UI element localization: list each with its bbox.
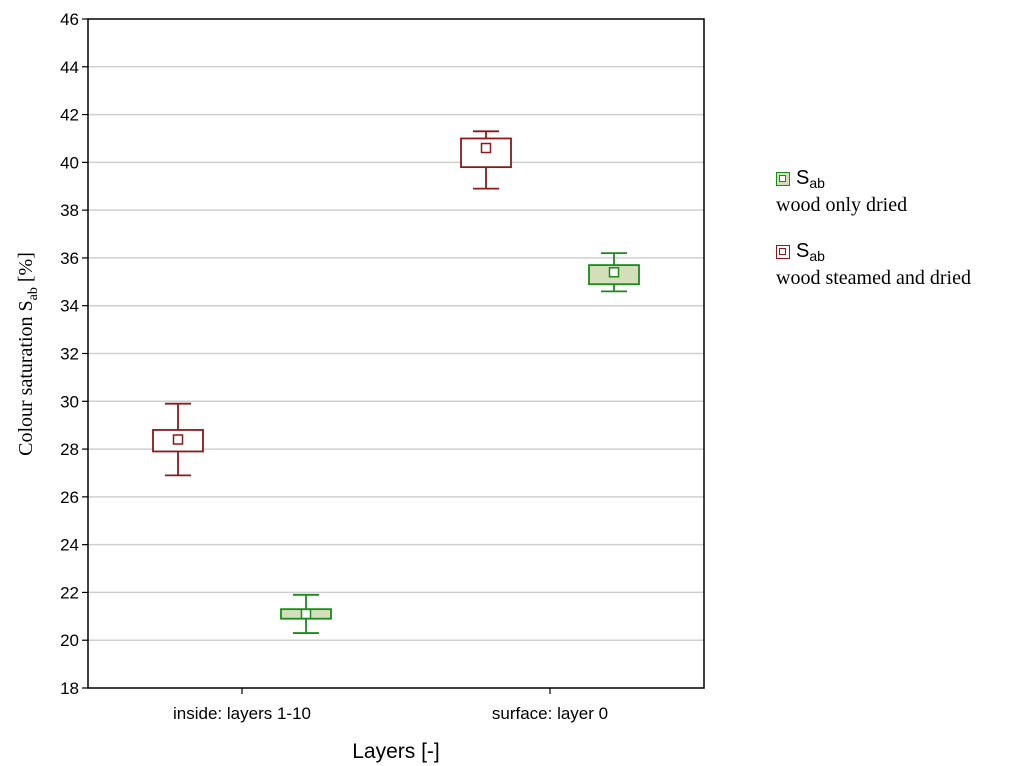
x-axis-title: Layers [-] xyxy=(352,740,440,763)
legend-symbol: Sab xyxy=(796,240,825,264)
y-tick-label: 44 xyxy=(60,58,79,77)
x-tick-label: inside: layers 1-10 xyxy=(173,704,311,723)
box-mark-steamed xyxy=(460,130,512,190)
y-tick-label: 34 xyxy=(60,297,79,316)
y-tick-label: 20 xyxy=(60,631,79,650)
y-tick-label: 40 xyxy=(60,153,79,172)
legend-label-steamed: wood steamed and dried xyxy=(776,267,971,289)
legend-swatch-steamed-icon xyxy=(776,245,790,259)
y-tick-label: 32 xyxy=(60,345,79,364)
y-tick-label: 24 xyxy=(60,536,79,555)
y-tick-label: 46 xyxy=(60,10,79,29)
y-axis-ticks: 18 20 22 24 26 28 30 32 34 36 38 40 42 44 46 xyxy=(60,10,88,698)
y-tick-label: 36 xyxy=(60,249,79,268)
x-tick-label: surface: layer 0 xyxy=(492,704,608,723)
y-tick-label: 18 xyxy=(60,679,79,698)
legend-item-steamed: Sab wood steamed and dried xyxy=(776,239,1032,290)
y-axis-title: Colour saturation Sab [%] xyxy=(15,252,41,456)
legend-swatch-dried-icon xyxy=(776,172,790,186)
mean-marker xyxy=(480,142,492,154)
mean-marker xyxy=(608,267,620,278)
series-marks xyxy=(152,130,640,634)
y-tick-label: 22 xyxy=(60,583,79,602)
box-mark-dried xyxy=(280,593,332,634)
legend-item-dried: Sab wood only dried xyxy=(776,166,1032,217)
legend-label-dried: wood only dried xyxy=(776,194,908,216)
y-tick-label: 30 xyxy=(60,392,79,411)
y-tick-label: 28 xyxy=(60,440,79,459)
legend-symbol: Sab xyxy=(796,167,825,191)
mean-marker xyxy=(172,434,184,445)
box-mark-dried xyxy=(588,252,640,293)
x-axis-ticks: inside: layers 1-10 surface: layer 0 xyxy=(173,688,608,723)
y-tick-label: 42 xyxy=(60,106,79,125)
grid-lines xyxy=(88,66,704,641)
legend: Sab wood only dried Sab wood steamed and… xyxy=(776,166,1032,312)
y-tick-label: 26 xyxy=(60,488,79,507)
mean-marker xyxy=(300,608,312,620)
box-mark-steamed xyxy=(152,402,204,477)
y-tick-label: 38 xyxy=(60,201,79,220)
